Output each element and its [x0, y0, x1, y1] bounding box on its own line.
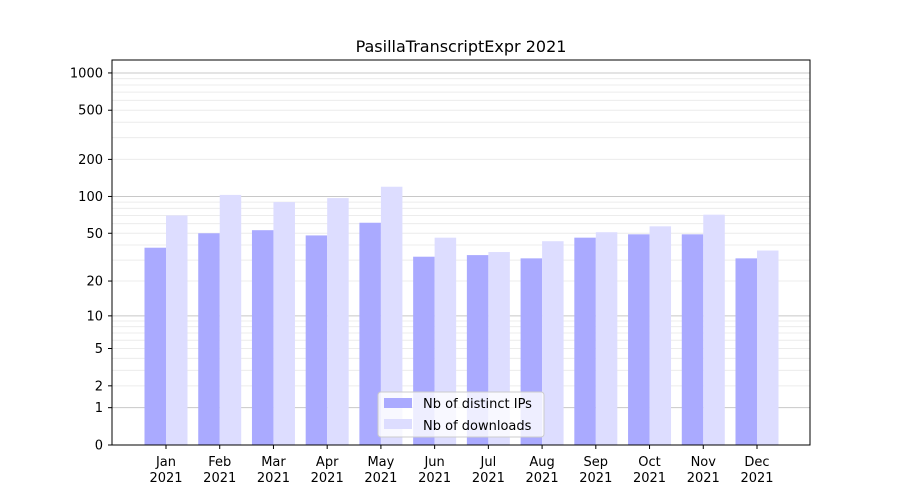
x-tick-label: Aug 2021	[526, 455, 559, 486]
bar-downloads	[166, 215, 188, 445]
y-tick-label: 500	[78, 104, 103, 119]
bar-downloads	[595, 232, 618, 445]
legend-label-ips: Nb of distinct IPs	[423, 397, 532, 412]
y-tick-label: 2	[95, 379, 103, 394]
y-axis: 0 1 2 5 10 20 50 100 200 500 1000	[70, 66, 112, 454]
legend-box	[377, 391, 545, 438]
x-tick-label: Jun 2021	[418, 455, 451, 486]
y-tick-label: 1000	[70, 66, 103, 81]
x-tick-label: Nov 2021	[687, 455, 720, 486]
y-tick-label: 1	[95, 401, 103, 416]
bar-ips	[628, 234, 650, 445]
x-tick-label: Mar 2021	[257, 455, 290, 486]
bar-downloads	[542, 241, 564, 445]
x-axis: Jan 2021 Feb 2021 Mar 2021 Apr 2021 May 2021 Jun 20…	[149, 445, 774, 486]
legend-swatch-ips	[384, 398, 412, 408]
bar-ips	[574, 237, 596, 445]
bar-downloads	[380, 186, 403, 445]
y-tick-label: 0	[95, 439, 103, 454]
x-tick-label: Sep 2021	[579, 455, 612, 486]
bar-downloads	[273, 202, 295, 445]
bar-downloads	[757, 250, 779, 445]
y-tick-label: 200	[78, 153, 103, 168]
x-tick-label: Oct 2021	[633, 455, 666, 486]
x-tick-label: Feb 2021	[203, 455, 236, 486]
bar-ips	[144, 247, 166, 445]
bar-downloads	[703, 214, 725, 445]
legend-swatch-downloads	[384, 419, 412, 429]
x-tick-label: Jul 2021	[472, 455, 505, 486]
bar-ips	[735, 258, 757, 445]
x-tick-label: Dec 2021	[740, 455, 773, 486]
y-tick-label: 50	[86, 227, 103, 242]
y-tick-label: 10	[86, 309, 103, 324]
bar-ips	[198, 233, 220, 445]
legend: Nb of distinct IPs Nb of downloads	[377, 391, 545, 438]
x-tick-label: Jan 2021	[149, 455, 182, 486]
bar-downloads	[649, 226, 672, 445]
bar-ips	[251, 230, 274, 445]
y-tick-label: 5	[95, 342, 103, 357]
y-tick-label: 100	[78, 190, 103, 205]
bar-downloads	[219, 194, 242, 445]
x-tick-label: Apr 2021	[311, 455, 344, 486]
x-tick-label: May 2021	[364, 455, 397, 486]
plot-frame	[111, 59, 811, 446]
bars	[144, 186, 779, 445]
chart-title: PasillaTranscriptExpr 2021	[356, 37, 567, 56]
y-tick-label: 20	[86, 275, 103, 290]
legend-label-downloads: Nb of downloads	[423, 419, 532, 434]
bar-ips	[305, 235, 328, 445]
bar-downloads	[327, 198, 349, 445]
bar-ips	[681, 234, 704, 445]
bar-ips	[359, 222, 381, 445]
